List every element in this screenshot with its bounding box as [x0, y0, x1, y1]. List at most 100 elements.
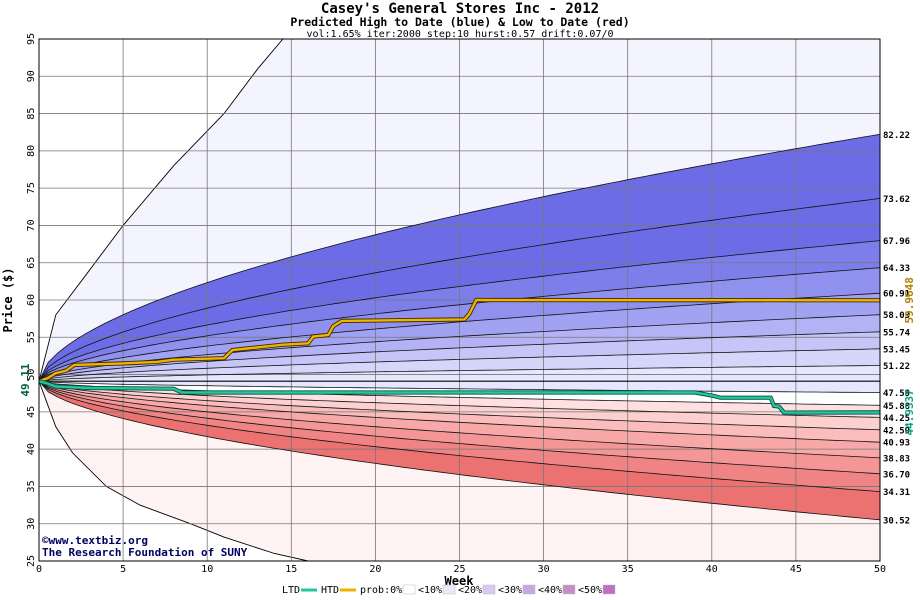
band-contour-line	[39, 380, 880, 492]
end-value-label: 82.22	[883, 131, 910, 141]
high-band	[39, 198, 880, 382]
band-contours	[39, 133, 880, 521]
htd-line	[39, 298, 880, 383]
band-contour-line	[39, 380, 880, 431]
band-contour-line	[39, 240, 880, 382]
end-value-label: 44.25	[883, 414, 910, 424]
end-value-label: 53.45	[883, 345, 910, 355]
x-tick-label: 40	[706, 564, 718, 575]
x-tick-label: 10	[201, 564, 213, 575]
low-band	[39, 381, 880, 474]
upper-outer-region	[39, 39, 283, 382]
legend-color-swatch	[402, 584, 416, 595]
band-contour-line	[39, 267, 880, 382]
band-contour-line	[39, 380, 880, 521]
end-value-label: 40.93	[883, 439, 910, 449]
legend: LTD HTD prob:0% <10% <20% <30% <40% <50%	[282, 584, 616, 596]
x-tick-label: 20	[369, 564, 381, 575]
y-tick-label: 90	[26, 70, 37, 82]
legend-label: <30%	[498, 585, 522, 596]
start-price-label: 49.11	[19, 363, 32, 396]
low-band	[39, 381, 880, 443]
y-tick-label: 75	[26, 182, 37, 194]
y-tick-label: 70	[26, 219, 37, 231]
x-tick-label: 45	[790, 564, 802, 575]
htd-end-label: 59.9648	[903, 277, 916, 323]
series-end-labels: 59.9648 44.9337	[903, 277, 916, 435]
chart-parameters: vol:1.65% iter:2000 step:10 hurst:0.57 d…	[306, 28, 614, 40]
band-contour-line	[39, 133, 880, 382]
end-value-label: 45.88	[883, 402, 910, 412]
end-value-label: 47.59	[883, 389, 910, 399]
legend-label: LTD	[282, 585, 300, 596]
legend-color-swatch	[602, 584, 616, 595]
end-value-label: 67.96	[883, 237, 910, 247]
high-band	[39, 267, 880, 382]
y-tick-label: 35	[26, 480, 37, 492]
band-contour-line	[39, 331, 880, 382]
end-value-label: 51.22	[883, 362, 910, 372]
brand-organization: The Research Foundation of SUNY	[42, 546, 248, 559]
legend-label: <20%	[458, 585, 482, 596]
end-value-label: 34.31	[883, 488, 910, 498]
ltd-line	[39, 380, 880, 414]
end-value-label: 42.59	[883, 426, 910, 436]
low-band	[39, 381, 880, 430]
y-tick-label: 40	[26, 443, 37, 455]
y-tick-label: 30	[26, 518, 37, 530]
band-contour-line	[39, 380, 880, 459]
x-tick-label: 50	[874, 564, 886, 575]
end-value-label: 36.70	[883, 470, 910, 480]
brand-url: ©www.textbiz.org	[42, 534, 148, 547]
chart-title: Casey's General Stores Inc - 2012	[320, 1, 600, 17]
legend-label: <10%	[418, 585, 442, 596]
end-value-label: 55.74	[883, 328, 911, 338]
x-axis-ticks: 0 5 10 15 20 25 30 35 40 45 50	[36, 564, 886, 575]
chart-header: Casey's General Stores Inc - 2012 Predic…	[0, 2, 920, 40]
x-tick-label: 30	[538, 564, 550, 575]
low-band	[39, 381, 880, 520]
x-tick-label: 25	[453, 564, 465, 575]
end-value-labels: 47.59 51.22 53.45 55.74 58.03 60.91 64.33 67.96…	[883, 131, 911, 527]
y-axis-label: Price ($)	[1, 267, 15, 332]
low-band	[39, 381, 880, 458]
y-tick-label: 65	[26, 257, 37, 269]
chart-subtitle: Predicted High to Date (blue) & Low to D…	[290, 15, 630, 29]
high-band	[39, 314, 880, 382]
y-tick-label: 45	[26, 406, 37, 418]
y-tick-label: 80	[26, 145, 37, 157]
y-tick-label: 95	[26, 33, 37, 45]
legend-color-swatch	[562, 584, 576, 595]
high-band	[39, 240, 880, 382]
legend-color-swatch	[442, 584, 456, 595]
end-value-label: 58.03	[883, 311, 910, 321]
low-band	[39, 381, 880, 492]
plot-frame	[38, 38, 881, 562]
y-tick-label: 25	[26, 555, 37, 567]
y-tick-label: 50	[26, 369, 37, 381]
band-contour-line	[39, 380, 880, 418]
end-value-label: 38.83	[883, 454, 910, 464]
high-band	[39, 293, 880, 382]
y-tick-label: 85	[26, 108, 37, 120]
band-contour-line	[39, 348, 880, 382]
x-tick-label: 0	[36, 564, 42, 575]
band-contour-line	[39, 380, 880, 393]
end-value-label: 64.33	[883, 264, 910, 274]
legend-label: prob:0%	[360, 585, 402, 596]
legend-color-swatch	[482, 584, 496, 595]
x-tick-label: 35	[622, 564, 634, 575]
band-contour-line	[39, 380, 880, 443]
legend-label: <50%	[578, 585, 602, 596]
band-contour-line	[39, 365, 880, 382]
band-contour-line	[39, 380, 880, 475]
end-value-label: 60.91	[883, 290, 910, 300]
x-tick-label: 15	[285, 564, 297, 575]
legend-color-swatch	[522, 584, 536, 595]
legend-label: HTD	[321, 585, 339, 596]
lower-outer-region	[39, 381, 309, 561]
legend-label: <40%	[538, 585, 562, 596]
band-contour-line	[39, 198, 880, 382]
x-axis-label: Week	[445, 574, 475, 588]
